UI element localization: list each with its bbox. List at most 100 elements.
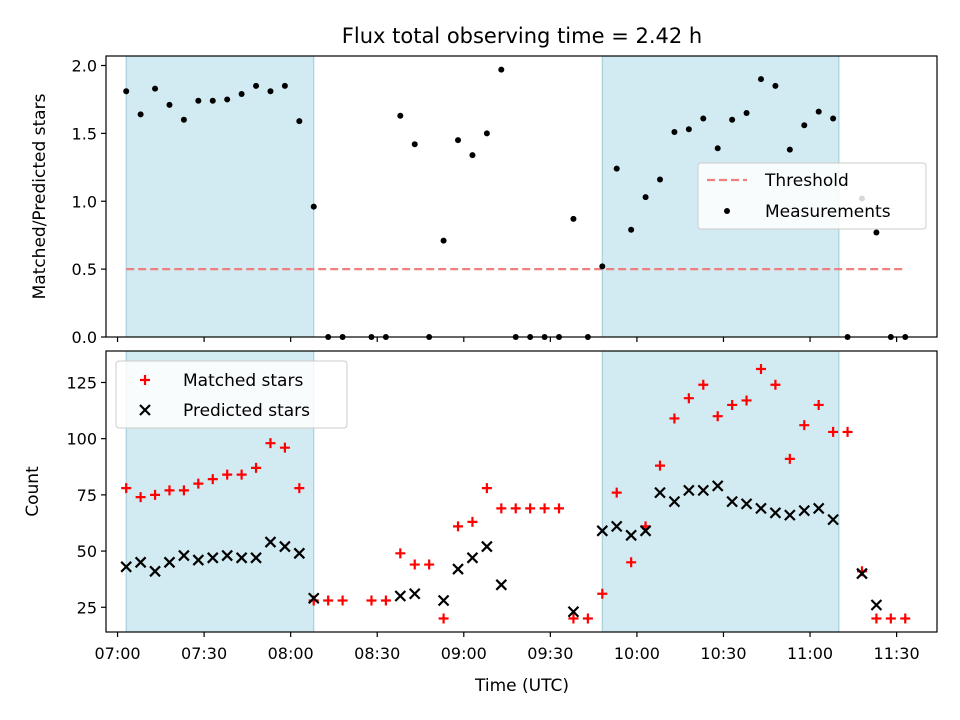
predicted-stars-point xyxy=(149,565,161,578)
measurement-point xyxy=(397,112,404,119)
measurement-point xyxy=(253,82,260,89)
matched-stars-point xyxy=(626,557,637,568)
predicted-stars-point xyxy=(408,588,421,600)
measurement-point xyxy=(657,176,663,183)
matched-stars-point xyxy=(568,613,579,624)
measurement-point xyxy=(613,165,620,172)
x-tick-label: 11:30 xyxy=(874,644,920,663)
measurement-point xyxy=(757,76,764,83)
y-tick-label: 25 xyxy=(77,598,97,617)
matched-stars-point xyxy=(193,478,204,489)
predicted-stars-point xyxy=(120,561,132,573)
matched-stars-point xyxy=(438,613,449,624)
predicted-stars-point xyxy=(827,513,839,526)
chart-title: Flux total observing time = 2.42 h xyxy=(342,24,702,48)
predicted-stars-point xyxy=(769,507,782,519)
count-panel: 25 50 75 100 125 07:00 07:30 08:00 08:30 09:00 09:… xyxy=(23,350,938,663)
y-tick-label: 1.5 xyxy=(72,124,97,143)
measurement-point xyxy=(729,116,736,123)
measurement-point xyxy=(714,145,721,152)
measurement-point xyxy=(815,108,822,115)
matched-stars-point xyxy=(900,613,911,624)
matched-stars-point xyxy=(337,595,348,606)
measurement-point xyxy=(498,66,505,73)
measurement-point xyxy=(238,91,245,98)
predicted-stars-point xyxy=(221,549,233,562)
matched-stars-point xyxy=(683,393,694,404)
matched-stars-point xyxy=(828,426,839,437)
matched-stars-point xyxy=(582,613,593,624)
measurement-point xyxy=(483,130,490,137)
measurement-point xyxy=(628,226,635,233)
predicted-stars-point xyxy=(495,579,508,591)
matched-stars-point xyxy=(236,469,247,480)
matched-stars-point xyxy=(207,474,218,485)
predicted-stars-point xyxy=(293,547,306,560)
matched-stars-point xyxy=(597,588,608,599)
matched-stars-point xyxy=(813,399,824,410)
measurement-point xyxy=(671,129,678,136)
matched-stars-point xyxy=(611,487,622,498)
count-y-axis-label: Count xyxy=(23,466,43,517)
measurement-point xyxy=(743,110,750,117)
x-tick-label: 07:30 xyxy=(181,644,227,663)
y-tick-label: 0.5 xyxy=(72,260,97,279)
x-tick-label: 07:00 xyxy=(94,644,140,663)
predicted-stars-point xyxy=(625,529,637,542)
y-tick-label: 2.0 xyxy=(72,57,97,76)
predicted-stars-point xyxy=(279,540,291,553)
legend-predicted-swatch xyxy=(139,404,151,416)
legend-threshold-label: Threshold xyxy=(764,171,849,191)
predicted-stars-point xyxy=(668,495,681,508)
matched-stars-point xyxy=(712,411,723,422)
predicted-stars-point xyxy=(567,605,580,618)
measurement-point xyxy=(599,263,606,270)
x-tick-label: 11:00 xyxy=(787,644,833,663)
legend-box xyxy=(697,162,927,230)
x-tick-label: 08:30 xyxy=(354,644,400,663)
matched-stars-point xyxy=(770,379,781,390)
legend-box xyxy=(115,360,348,429)
matched-stars-point xyxy=(164,485,175,496)
matched-stars-point xyxy=(842,426,853,437)
y-tick-label: 50 xyxy=(77,542,97,561)
matched-stars-point xyxy=(251,462,262,473)
matched-stars-point xyxy=(467,516,478,527)
matched-stars-point xyxy=(496,503,507,514)
legend-matched-label: Matched stars xyxy=(183,371,303,391)
matched-stars-point xyxy=(510,503,521,514)
x-tick-label: 10:30 xyxy=(700,644,746,663)
predicted-stars-point xyxy=(250,552,262,564)
x-tick-label: 09:30 xyxy=(527,644,573,663)
x-tick-label: 08:00 xyxy=(268,644,314,663)
matched-stars-point xyxy=(294,483,305,494)
matched-stars-point xyxy=(409,559,420,570)
y-tick-label: 75 xyxy=(77,486,97,505)
matched-stars-point xyxy=(554,503,565,514)
matched-stars-point xyxy=(453,521,464,532)
measurement-point xyxy=(455,137,462,144)
measurement-point xyxy=(700,115,707,122)
predicted-stars-point xyxy=(654,486,666,499)
x-tick-label: 09:00 xyxy=(441,644,487,663)
matched-stars-point xyxy=(655,460,665,471)
matched-stars-point xyxy=(150,489,161,500)
count-legend: Matched stars Predicted stars xyxy=(115,360,348,429)
measurement-point xyxy=(642,194,649,201)
measurement-point xyxy=(296,118,303,125)
matched-stars-point xyxy=(121,483,132,494)
predicted-stars-point xyxy=(784,509,796,521)
matched-stars-point xyxy=(135,492,146,503)
measurement-point xyxy=(801,122,808,129)
predicted-stars-point xyxy=(870,599,883,611)
predicted-stars-point xyxy=(798,504,811,517)
matched-stars-point xyxy=(178,485,189,496)
measurement-point xyxy=(180,116,187,123)
matched-stars-point xyxy=(481,483,492,494)
x-tick-label: 10:00 xyxy=(614,644,660,663)
ratio-legend: Threshold Measurements xyxy=(697,162,927,230)
predicted-stars-point xyxy=(163,556,176,569)
matched-stars-point xyxy=(784,453,795,464)
measurement-point xyxy=(137,111,144,118)
matched-stars-point xyxy=(871,613,882,624)
